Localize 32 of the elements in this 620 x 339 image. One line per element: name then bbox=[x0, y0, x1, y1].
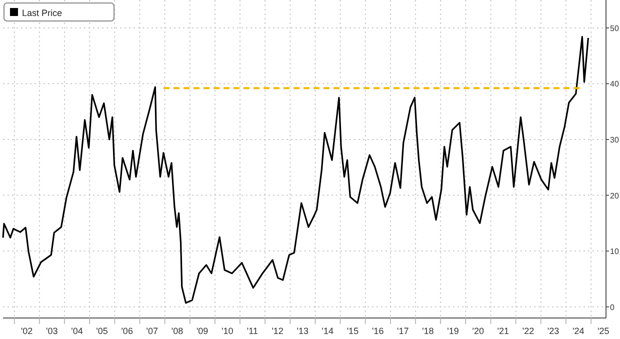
x-tick-label: '09 bbox=[196, 326, 208, 336]
x-tick-label: '11 bbox=[246, 326, 258, 336]
x-tick-label: '21 bbox=[497, 326, 510, 336]
x-tick-label: '10 bbox=[222, 326, 234, 336]
x-tick-label: '16 bbox=[372, 326, 384, 336]
x-tick-label: '23 bbox=[547, 326, 560, 336]
x-tick-label: '17 bbox=[397, 326, 409, 336]
x-tick-label: '15 bbox=[346, 326, 359, 336]
x-tick-label: '13 bbox=[296, 326, 308, 336]
x-tick-label: '12 bbox=[272, 326, 284, 336]
x-tick-label: '24 bbox=[572, 326, 584, 336]
y-tick-label: 0 bbox=[610, 302, 615, 312]
x-tick-label: '08 bbox=[171, 326, 184, 336]
x-tick-label: '03 bbox=[46, 326, 58, 336]
y-tick-label: 40 bbox=[610, 80, 620, 89]
x-tick-label: '05 bbox=[96, 326, 108, 336]
x-tick-label: '18 bbox=[422, 326, 434, 336]
x-tick-label: '04 bbox=[71, 326, 83, 336]
legend-label: Last Price bbox=[22, 8, 62, 18]
x-tick-label: '14 bbox=[322, 326, 334, 336]
x-tick-label: '22 bbox=[522, 326, 534, 336]
line-series bbox=[2, 36, 590, 304]
y-tick-label: 10 bbox=[610, 247, 620, 256]
x-tick-label: '06 bbox=[121, 326, 133, 336]
x-tick-label: '07 bbox=[146, 326, 158, 336]
x-tick-label: '25 bbox=[598, 326, 610, 336]
x-tick-label: '19 bbox=[447, 326, 459, 336]
y-tick-label: 50 bbox=[610, 24, 620, 33]
x-tick-label: '20 bbox=[472, 326, 484, 336]
x-tick-label: '02 bbox=[20, 326, 33, 336]
y-tick-label: 30 bbox=[610, 135, 620, 144]
y-tick-label: 20 bbox=[610, 191, 620, 200]
